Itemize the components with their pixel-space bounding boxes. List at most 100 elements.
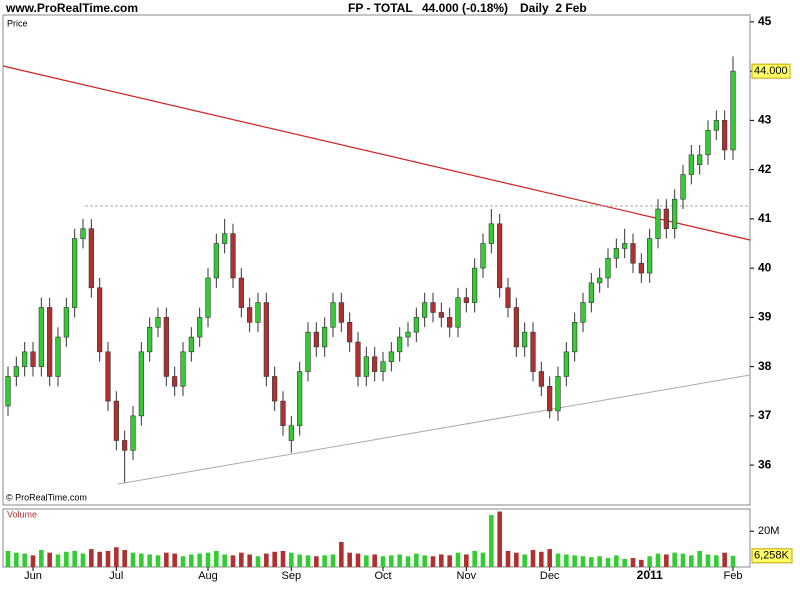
volume-bar xyxy=(164,552,169,567)
volume-bar xyxy=(705,554,711,567)
volume-bar xyxy=(147,554,152,567)
volume-bar xyxy=(680,553,686,567)
volume-bar xyxy=(455,552,461,567)
candle-body xyxy=(655,208,661,239)
y-tick-label: 43 xyxy=(758,113,772,127)
period: Daily 2 Feb xyxy=(520,1,587,15)
candle-body xyxy=(197,317,203,338)
candle-body xyxy=(438,312,444,318)
candle-body xyxy=(455,297,461,328)
volume-bar xyxy=(305,555,311,567)
y-tick-label: 38 xyxy=(758,359,772,373)
candle-body xyxy=(430,302,436,313)
volume-bar xyxy=(280,550,286,567)
volume-bar xyxy=(639,559,644,567)
candle-body xyxy=(613,248,619,259)
x-tick-label: Feb xyxy=(724,570,743,582)
volume-bar xyxy=(564,554,569,567)
volume-bar xyxy=(339,541,344,567)
candle-body xyxy=(422,302,428,318)
candle-body xyxy=(680,174,686,200)
candle-body xyxy=(347,321,353,343)
volume-bar xyxy=(80,553,86,567)
candle-body xyxy=(597,277,603,284)
candle-body xyxy=(338,302,344,323)
price-title: Price xyxy=(7,18,28,28)
volume-bar xyxy=(614,555,619,567)
candle-body xyxy=(105,351,111,402)
volume-bar xyxy=(5,550,11,567)
volume-bar xyxy=(372,554,377,567)
volume-bar xyxy=(330,554,336,567)
candle-body xyxy=(247,307,253,323)
candle-body xyxy=(688,154,694,175)
candle-body xyxy=(130,415,136,451)
candle-body xyxy=(80,228,86,239)
volume-bar xyxy=(114,547,119,567)
x-tick-label: Sep xyxy=(282,570,302,582)
volume-bar xyxy=(214,550,219,567)
volume-bar xyxy=(264,553,269,567)
volume-bar xyxy=(664,554,669,567)
candle-body xyxy=(213,243,219,279)
volume-bar xyxy=(605,558,611,567)
candle-body xyxy=(380,361,386,372)
candle-body xyxy=(622,243,628,249)
volume-bar xyxy=(347,552,352,567)
volume-bar xyxy=(697,550,702,567)
candle-body xyxy=(263,302,269,377)
candle-body xyxy=(230,233,236,279)
candle-body xyxy=(38,307,44,367)
volume-bar xyxy=(222,554,227,567)
volume-bar xyxy=(89,549,94,567)
volume-bar xyxy=(622,558,627,567)
volume-bar xyxy=(589,557,594,567)
last-price-label: 44.000 xyxy=(754,65,788,77)
volume-bar xyxy=(314,556,319,567)
volume-bar xyxy=(514,552,519,567)
candle-body xyxy=(155,317,161,328)
price-panel xyxy=(2,14,751,506)
volume-bar xyxy=(547,549,552,567)
volume-bar xyxy=(22,553,27,567)
volume-bar xyxy=(722,552,727,567)
candle-body xyxy=(497,223,503,289)
volume-bar xyxy=(255,556,261,567)
candle-body xyxy=(97,287,103,353)
y-tick-label: 41 xyxy=(758,211,772,225)
volume-bar xyxy=(580,556,586,567)
volume-bar xyxy=(364,555,369,567)
candle-body xyxy=(355,341,361,377)
candle-body xyxy=(305,331,311,372)
candle-body xyxy=(488,223,494,244)
volume-bar xyxy=(689,555,694,567)
candle-body xyxy=(180,351,186,387)
volume-bar xyxy=(97,551,102,567)
volume-bar xyxy=(497,511,502,567)
candle-body xyxy=(480,243,486,269)
y-tick-label: 20M xyxy=(758,525,779,537)
candle-body xyxy=(172,376,178,387)
volume-bar xyxy=(555,553,561,567)
candle-body xyxy=(372,356,378,372)
candle-body xyxy=(588,282,594,303)
last-price-box xyxy=(751,63,791,79)
volume-bar xyxy=(397,554,402,567)
volume-bar xyxy=(139,553,144,567)
y-tick-label: 40 xyxy=(758,260,772,274)
volume-bar xyxy=(647,556,652,567)
candle-body xyxy=(205,277,211,318)
volume-bar xyxy=(14,552,19,567)
candle-body xyxy=(55,336,61,377)
candle-body xyxy=(447,317,453,328)
volume-bar xyxy=(355,553,361,567)
y-tick-label: 36 xyxy=(758,457,772,471)
candle-body xyxy=(188,336,194,353)
candle-body xyxy=(730,70,736,151)
candle-body xyxy=(255,302,261,323)
candle-body xyxy=(405,331,411,338)
volume-bar xyxy=(322,555,327,567)
volume-bar xyxy=(405,556,411,567)
candle-body xyxy=(138,351,144,417)
